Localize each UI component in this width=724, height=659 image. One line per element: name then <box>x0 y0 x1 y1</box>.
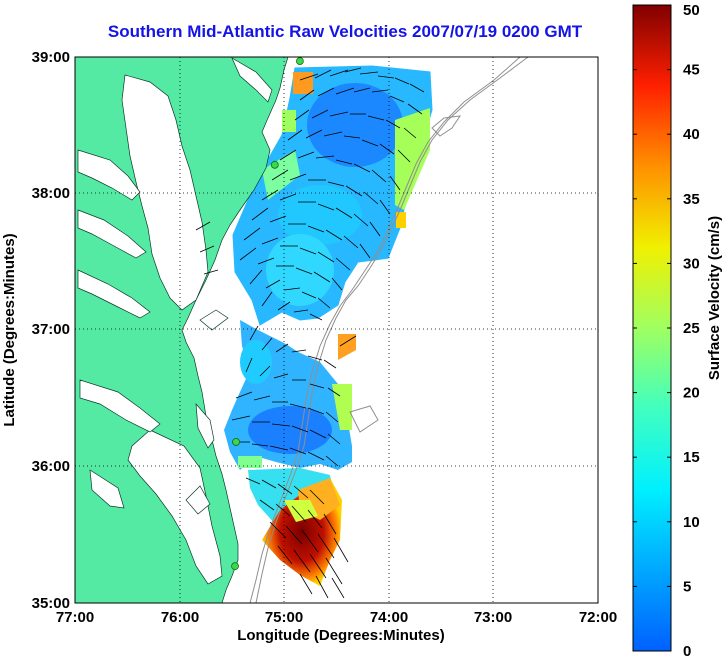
x-tick-label: 77:00 <box>56 609 94 626</box>
station-marker <box>232 438 240 446</box>
velocity-vectors <box>195 67 425 599</box>
station-marker <box>295 57 304 65</box>
colorbar-gradient <box>632 4 672 652</box>
y-tick-label: 39:00 <box>32 49 70 66</box>
y-axis-title: Latitude (Degrees:Minutes) <box>1 233 18 426</box>
colorbar-tick-label: 35 <box>683 191 700 208</box>
x-axis: 77:00 76:00 75:00 74:00 73:00 72:00 Long… <box>56 609 617 644</box>
hf-radar-stations <box>231 57 304 571</box>
colorbar-tick-label: 40 <box>683 126 700 143</box>
colorbar-tick-label: 5 <box>683 578 691 595</box>
x-axis-title: Longitude (Degrees:Minutes) <box>237 627 445 644</box>
colorbar-tick-label: 30 <box>683 255 700 272</box>
colorbar-tick-label: 20 <box>683 385 700 402</box>
colorbar-tick-label: 50 <box>683 2 700 19</box>
colorbar-tick-label: 25 <box>683 320 700 337</box>
colorbar: 0 5 10 15 20 25 30 35 40 45 50 Surface Velocity (c… <box>632 2 723 659</box>
colorbar-tick-label: 0 <box>683 643 691 659</box>
station-marker <box>270 160 279 169</box>
colorbar-tick-label: 15 <box>683 449 700 466</box>
x-tick-label: 74:00 <box>370 609 408 626</box>
x-tick-label: 75:00 <box>265 609 303 626</box>
y-tick-label: 37:00 <box>32 321 70 338</box>
colorbar-tick-label: 10 <box>683 514 700 531</box>
y-axis: 39:00 38:00 37:00 36:00 35:00 Latitude (… <box>1 49 70 612</box>
velocity-field <box>224 65 433 586</box>
grid-lines <box>75 57 598 603</box>
y-tick-label: 36:00 <box>32 458 70 475</box>
x-tick-label: 73:00 <box>474 609 512 626</box>
map-title: Southern Mid-Atlantic Raw Velocities 200… <box>107 22 583 41</box>
colorbar-ticks: 0 5 10 15 20 25 30 35 40 45 50 <box>633 2 700 659</box>
y-tick-label: 38:00 <box>32 185 70 202</box>
colorbar-tick-label: 45 <box>683 62 700 79</box>
y-tick-label: 35:00 <box>32 595 70 612</box>
station-marker <box>231 562 239 571</box>
x-tick-label: 76:00 <box>161 609 199 626</box>
colorbar-title: Surface Velocity (cm/s) <box>706 216 723 380</box>
bathymetry-contours <box>249 57 529 603</box>
bays <box>77 57 273 585</box>
x-tick-label: 72:00 <box>579 609 617 626</box>
plot-frame <box>74 56 599 604</box>
